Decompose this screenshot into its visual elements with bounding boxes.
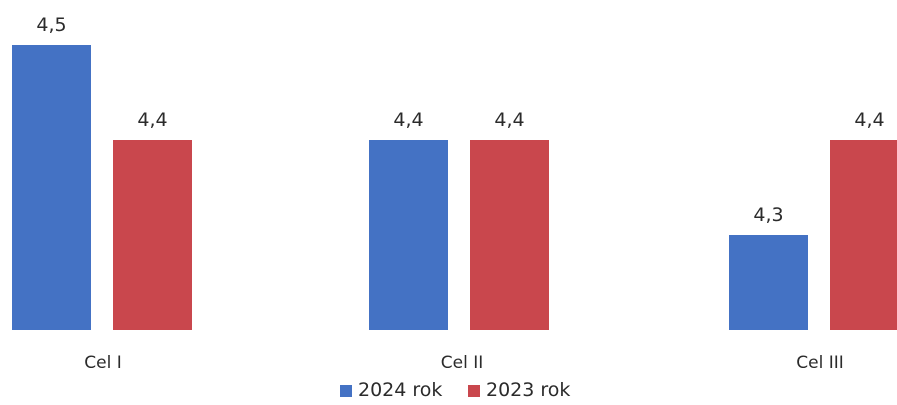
bar-series2-3 [830, 140, 897, 330]
data-label-series2-1: 4,4 [137, 109, 167, 131]
bar-series1-3 [729, 235, 808, 330]
data-labels-layer: 4,5 4,4 4,4 4,4 4,3 4,4 [36, 14, 884, 226]
data-label-series1-1: 4,5 [36, 14, 66, 36]
data-label-series1-3: 4,3 [753, 204, 783, 226]
bar-series2-1 [113, 140, 192, 330]
bar-series2-2 [470, 140, 549, 330]
legend: 2024 rok 2023 rok [340, 379, 570, 401]
legend-swatch-1 [340, 385, 352, 397]
legend-label-1: 2024 rok [358, 379, 442, 401]
category-label-2: Cel II [441, 353, 483, 373]
bar-series1-1 [12, 45, 91, 330]
category-label-3: Cel III [796, 353, 844, 373]
bars-layer [12, 45, 897, 330]
legend-label-2: 2023 rok [486, 379, 570, 401]
data-label-series1-2: 4,4 [393, 109, 423, 131]
data-label-series2-2: 4,4 [494, 109, 524, 131]
category-labels-layer: Cel I Cel II Cel III [84, 353, 843, 373]
bar-series1-2 [369, 140, 448, 330]
data-label-series2-3: 4,4 [854, 109, 884, 131]
legend-swatch-2 [468, 385, 480, 397]
category-label-1: Cel I [84, 353, 121, 373]
